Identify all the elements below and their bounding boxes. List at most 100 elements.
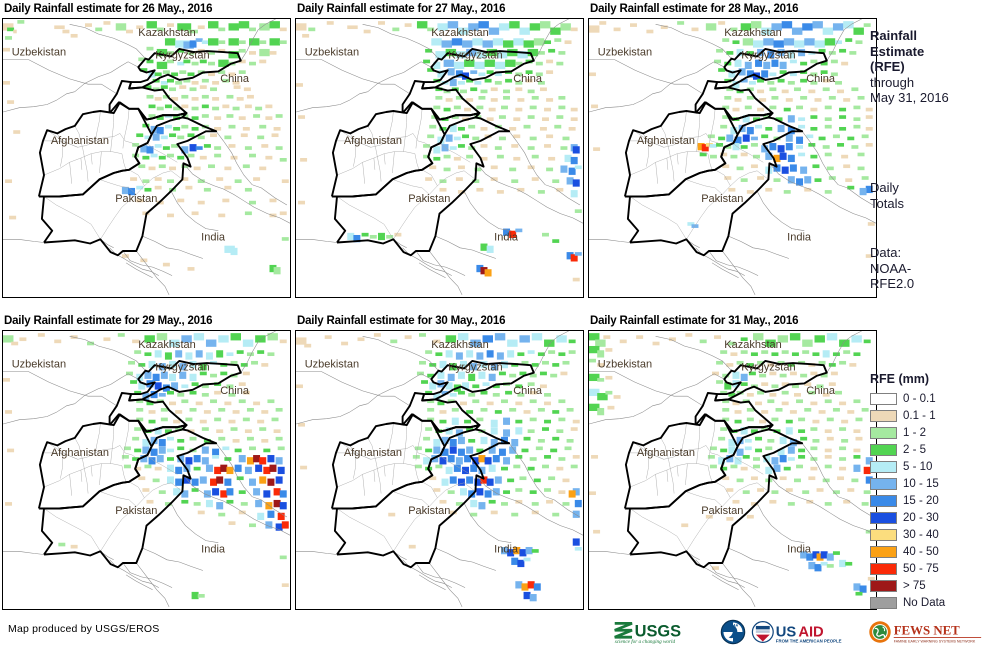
country-label: Afghanistan — [344, 135, 402, 147]
rail-data-label: Data: — [870, 245, 902, 260]
rainfall-raster — [589, 21, 875, 258]
legend-row: > 75 — [870, 577, 983, 594]
country-label: Pakistan — [115, 193, 157, 205]
country-label: Kyrgyzstan — [741, 50, 795, 62]
map-panel: Daily Rainfall estimate for 30 May., 201… — [295, 314, 584, 610]
rail-heading-block: Rainfall Estimate (RFE) through May 31, … — [870, 28, 949, 106]
rail-title-line1: Rainfall — [870, 28, 917, 43]
rail-title-line2: Estimate — [870, 43, 925, 59]
rainfall-map-canvas: Kazakhstan Uzbekistan Kyrgyzstan China Afgha… — [589, 19, 876, 296]
country-label: India — [787, 543, 812, 555]
country-label: Pakistan — [408, 193, 450, 205]
map-panel: Daily Rainfall estimate for 31 May., 201… — [588, 314, 877, 610]
rail-totals-label: Totals — [870, 195, 904, 211]
svg-text:AID: AID — [798, 624, 824, 640]
country-label: India — [787, 231, 812, 243]
map-panel-grid: Daily Rainfall estimate for 26 May., 201… — [2, 2, 877, 610]
country-label: Afghanistan — [51, 447, 109, 459]
rail-data-source-line2: RFE2.0 — [870, 276, 915, 291]
country-label: Uzbekistan — [598, 46, 652, 58]
legend-color-swatch — [870, 528, 897, 541]
legend-color-swatch — [870, 494, 897, 507]
map-frame: Kazakhstan Uzbekistan Kyrgyzstan China Afgha… — [588, 18, 877, 298]
country-label: Uzbekistan — [12, 46, 66, 58]
rainfall-map-canvas: Kazakhstan Uzbekistan Kyrgyzstan China Afgha… — [589, 331, 876, 608]
legend-row: 40 - 50 — [870, 543, 983, 560]
legend-row: 20 - 30 — [870, 509, 983, 526]
national-borders — [330, 359, 535, 569]
legend-row: 15 - 20 — [870, 492, 983, 509]
rail-title-line3: (RFE) — [870, 59, 905, 74]
legend-color-swatch — [870, 596, 897, 609]
country-label: India — [201, 231, 226, 243]
legend-color-swatch — [870, 545, 897, 558]
country-labels: Kazakhstan Uzbekistan Kyrgyzstan China Afgha… — [598, 339, 836, 555]
country-label: Afghanistan — [344, 447, 402, 459]
legend-color-swatch — [870, 409, 897, 422]
country-label: Afghanistan — [637, 135, 695, 147]
panel-title: Daily Rainfall estimate for 31 May., 201… — [590, 315, 799, 327]
country-label: Uzbekistan — [305, 358, 359, 370]
svg-text:US: US — [776, 624, 797, 640]
legend-row: 30 - 40 — [870, 526, 983, 543]
country-labels: Kazakhstan Uzbekistan Kyrgyzstan China Afgha… — [305, 27, 543, 243]
map-frame: Kazakhstan Uzbekistan Kyrgyzstan China Afgha… — [295, 330, 584, 610]
rail-data-source-line1: NOAA- — [870, 260, 912, 276]
legend-color-swatch — [870, 392, 897, 405]
map-panel: Daily Rainfall estimate for 27 May., 201… — [295, 2, 584, 298]
country-label: Kazakhstan — [431, 339, 488, 351]
country-label: India — [494, 231, 519, 243]
agency-logo-strip: USGS science for a changing world NOAA U… — [613, 618, 983, 646]
rail-daily-label: Daily — [870, 180, 899, 195]
province-boundaries — [43, 108, 183, 240]
legend-color-swatch — [870, 562, 897, 575]
legend-label: 5 - 10 — [903, 460, 933, 473]
legend-color-swatch — [870, 579, 897, 592]
panel-title: Daily Rainfall estimate for 28 May., 201… — [590, 3, 799, 15]
usaid-logo: US AID FROM THE AMERICAN PEOPLE — [751, 620, 842, 643]
map-panel: Daily Rainfall estimate for 26 May., 201… — [2, 2, 291, 298]
country-label: Afghanistan — [51, 135, 109, 147]
country-label: China — [220, 73, 250, 85]
legend-label: 2 - 5 — [903, 443, 927, 456]
right-rail: Rainfall Estimate (RFE) through May 31, … — [866, 0, 983, 649]
map-frame: Kazakhstan Uzbekistan Kyrgyzstan China Afgha… — [2, 330, 291, 610]
legend-color-swatch — [870, 460, 897, 473]
legend-row: 0.1 - 1 — [870, 407, 983, 424]
country-label: Kyrgyzstan — [155, 50, 209, 62]
legend-label: 0 - 0.1 — [903, 392, 936, 405]
country-label: China — [220, 385, 250, 397]
svg-text:science for a changing world: science for a changing world — [615, 638, 676, 645]
national-borders — [37, 359, 242, 569]
panel-title: Daily Rainfall estimate for 27 May., 201… — [297, 3, 506, 15]
rfe-legend: RFE (mm) 0 - 0.1 0.1 - 1 1 - 2 2 - 5 5 - 10 1… — [870, 372, 983, 611]
svg-text:USGS: USGS — [635, 622, 682, 640]
legend-row: 50 - 75 — [870, 560, 983, 577]
legend-label: 20 - 30 — [903, 511, 939, 524]
rail-through-date: May 31, 2016 — [870, 90, 949, 105]
country-label: India — [201, 543, 226, 555]
legend-color-swatch — [870, 443, 897, 456]
legend-color-swatch — [870, 511, 897, 524]
country-label: Kyrgyzstan — [741, 362, 795, 374]
province-boundaries — [336, 420, 476, 552]
rainfall-map-canvas: Kazakhstan Uzbekistan Kyrgyzstan China Afgha… — [3, 331, 290, 608]
national-borders — [37, 47, 242, 257]
legend-label: 10 - 15 — [903, 477, 939, 490]
country-labels: Kazakhstan Uzbekistan Kyrgyzstan China Afgha… — [12, 339, 250, 555]
legend-color-swatch — [870, 426, 897, 439]
country-label: China — [806, 73, 836, 85]
legend-color-swatch — [870, 477, 897, 490]
country-label: Kyrgyzstan — [448, 50, 502, 62]
svg-text:FROM THE AMERICAN PEOPLE: FROM THE AMERICAN PEOPLE — [776, 638, 842, 643]
country-labels: Kazakhstan Uzbekistan Kyrgyzstan China Afgha… — [305, 339, 543, 555]
usgs-logo: USGS science for a changing world — [614, 621, 682, 645]
rainfall-raster — [3, 333, 289, 600]
country-label: Pakistan — [408, 505, 450, 517]
legend-label: 50 - 75 — [903, 562, 939, 575]
legend-label: 0.1 - 1 — [903, 409, 936, 422]
map-panel: Daily Rainfall estimate for 29 May., 201… — [2, 314, 291, 610]
rainfall-raster — [589, 333, 875, 596]
country-label: China — [513, 73, 543, 85]
legend-title: RFE (mm) — [870, 372, 930, 386]
